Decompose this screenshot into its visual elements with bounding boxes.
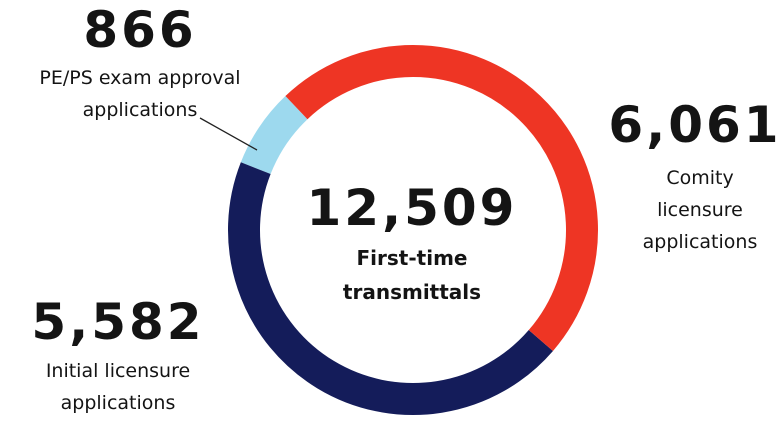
slice bbox=[285, 45, 598, 351]
slice bbox=[228, 162, 553, 415]
total-text: First-time transmittals bbox=[342, 246, 482, 304]
slice bbox=[240, 96, 308, 175]
slice-label: Initial licensure applications bbox=[45, 360, 191, 414]
value-label: 6,061 bbox=[608, 96, 782, 154]
slice-label: PE/PS exam approval applications bbox=[39, 67, 241, 121]
value-label: 5,582 bbox=[31, 293, 205, 351]
leader-line bbox=[199, 117, 258, 151]
slice-label: Comity licensure applications bbox=[642, 167, 758, 253]
value-label: 866 bbox=[83, 1, 197, 59]
total-label: 12,509 bbox=[306, 179, 518, 237]
